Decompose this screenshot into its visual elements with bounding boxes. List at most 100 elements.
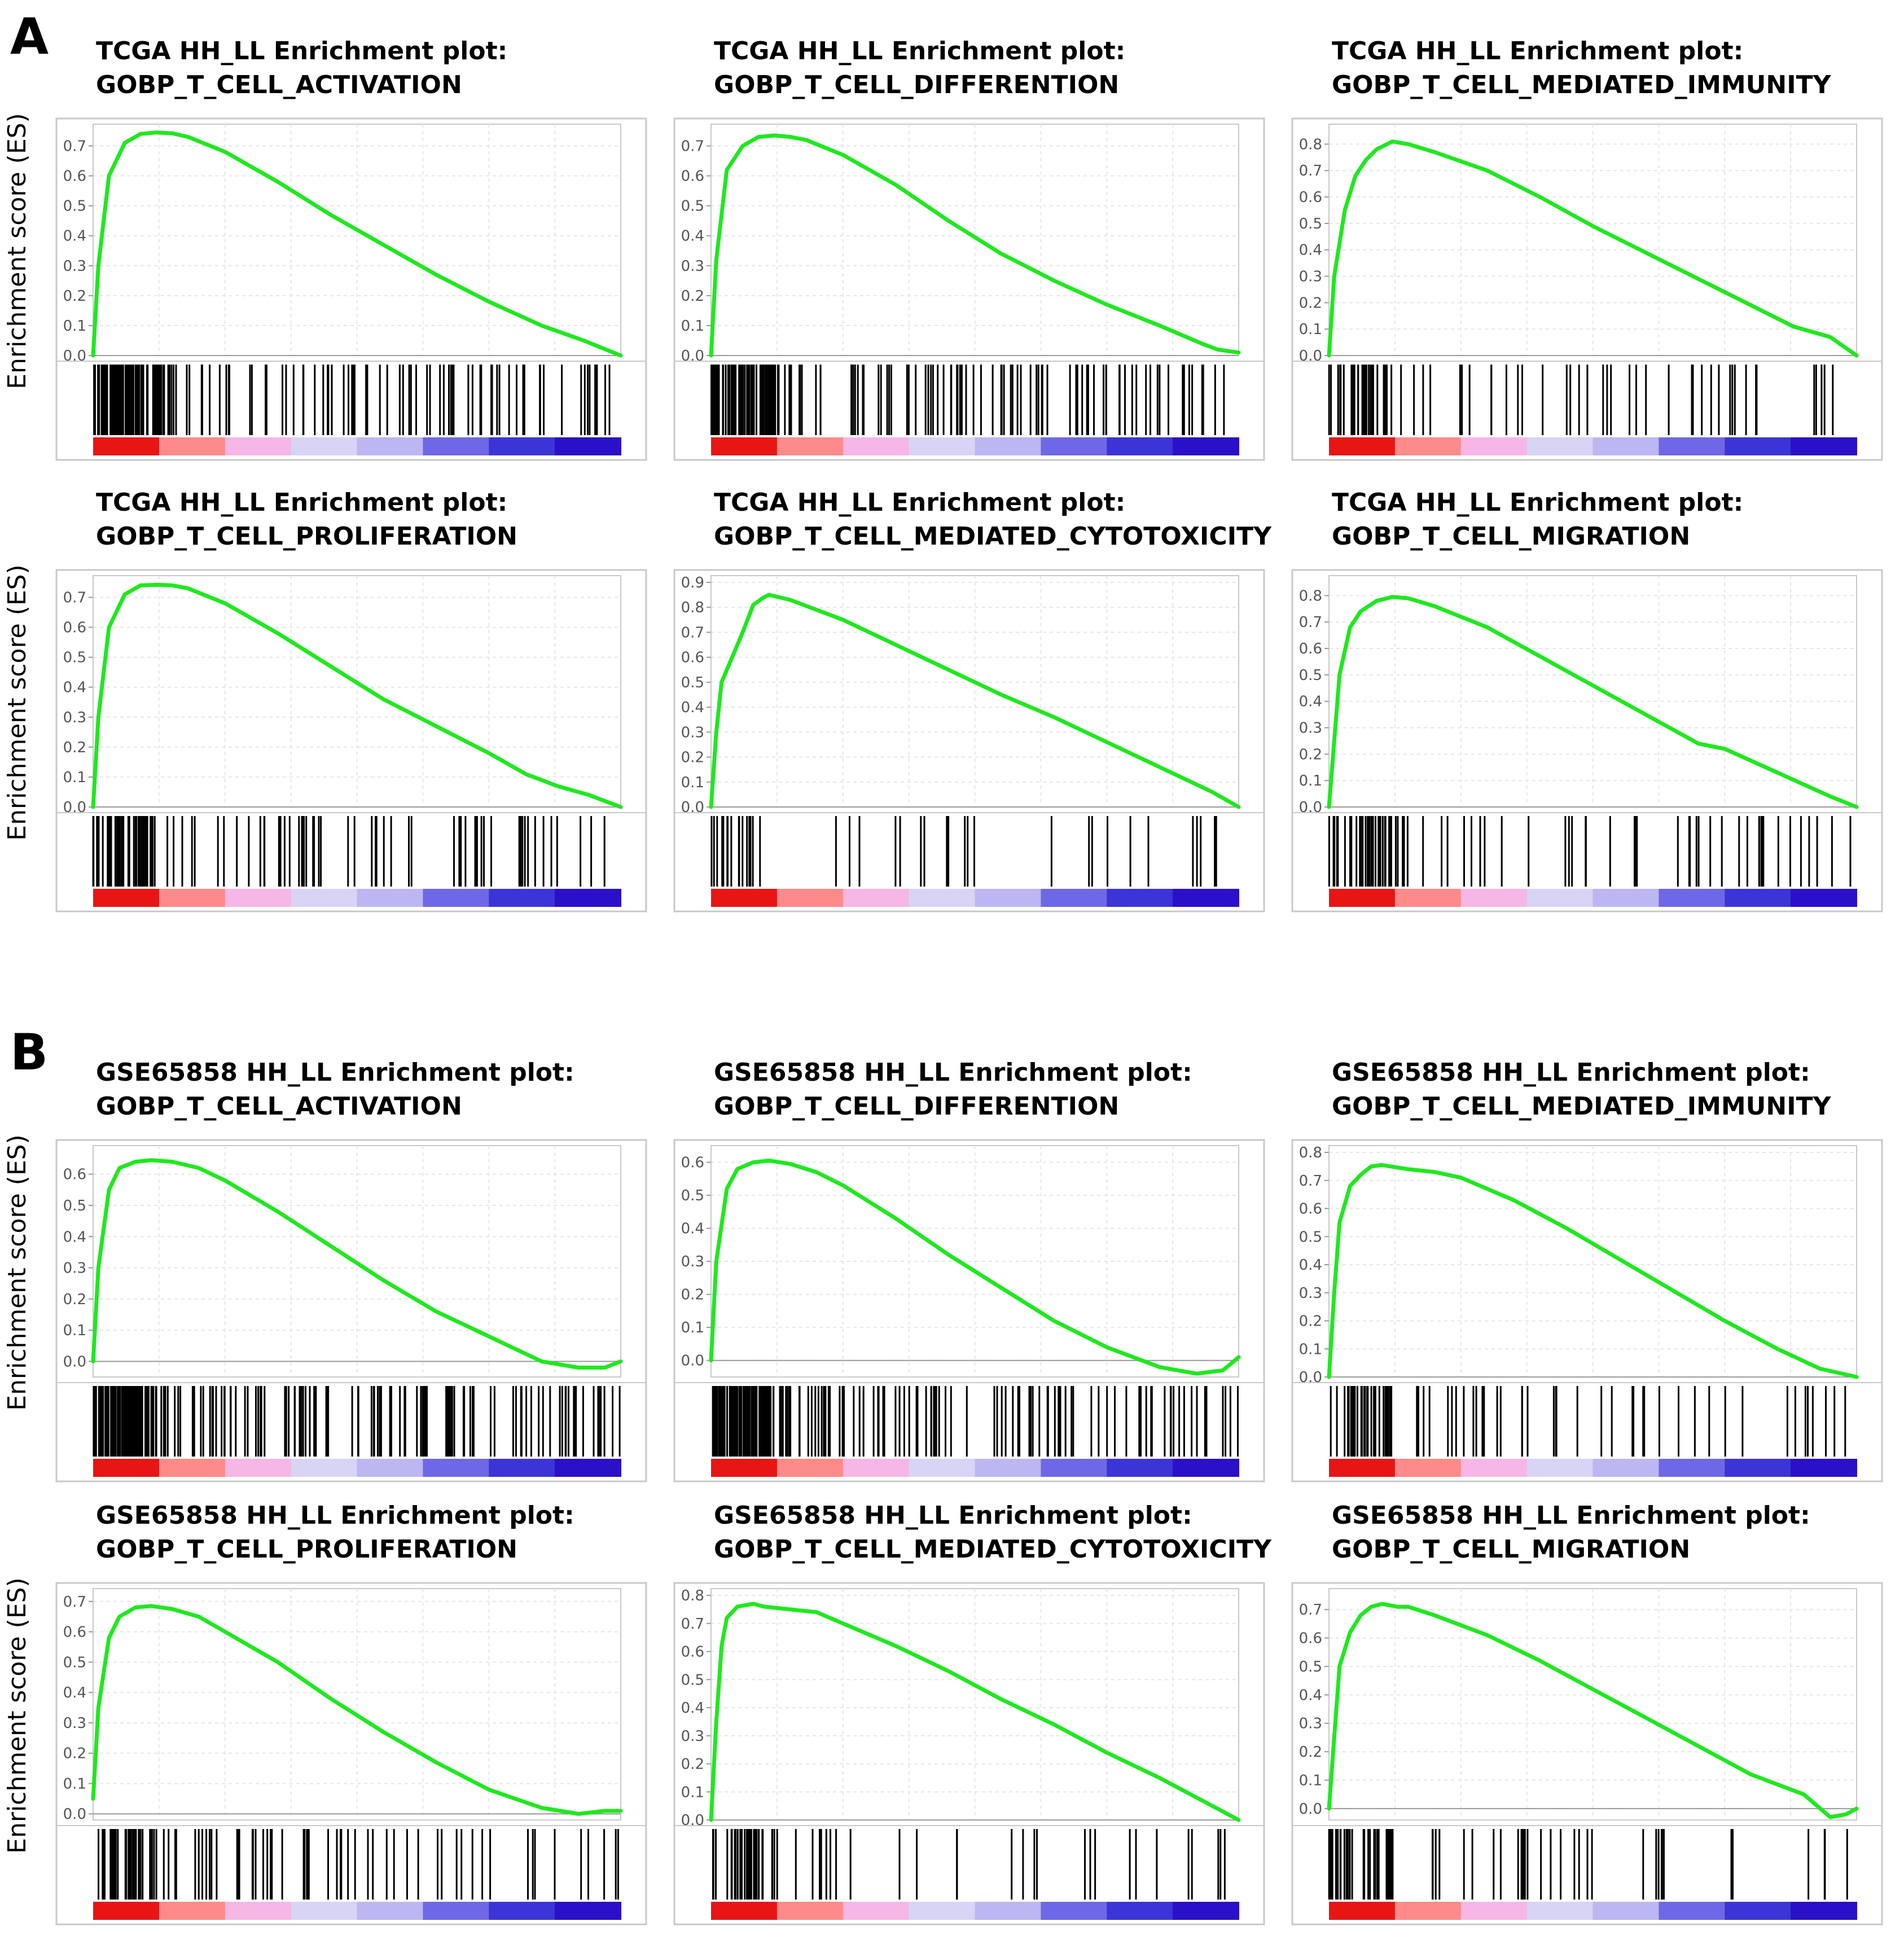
y-tick-label: 0.5 [1299,1229,1322,1245]
ranked-list-gradient-segment [1041,437,1108,455]
ranked-list-gradient-segment [225,1459,292,1477]
y-tick-label: 0.4 [1299,242,1322,259]
ranked-list-gradient-segment [909,1902,976,1920]
ranked-list-gradient-segment [93,437,160,455]
y-tick-label: 0.0 [681,1353,704,1370]
plot-title-line1: GSE65858 HH_LL Enrichment plot: [1332,1501,1810,1530]
plot-title-line1: GSE65858 HH_LL Enrichment plot: [714,1501,1192,1530]
plot-frame [673,569,1265,913]
enrichment-plot: TCGA HH_LL Enrichment plot: GOBP_T_CELL_P… [3,488,647,913]
ranked-list-gradient-segment [1173,1459,1239,1477]
y-tick-label: 0.5 [63,650,86,666]
ranked-list-gradient-segment [975,437,1042,455]
plot-title-line2: GOBP_T_CELL_MEDIATED_CYTOTOXICITY [714,1535,1272,1564]
y-tick-label: 0.7 [681,138,704,155]
y-tick-label: 0.8 [1299,587,1322,604]
y-tick-label: 0.1 [681,1319,704,1336]
ranked-list-gradient-segment [909,1459,976,1477]
ranked-list-gradient-segment [1041,1459,1108,1477]
y-tick-label: 0.1 [681,318,704,335]
ranked-list-gradient-segment [975,1902,1042,1920]
enrichment-plot: TCGA HH_LL Enrichment plot: GOBP_T_CELL_M… [1291,37,1883,461]
ranked-list-gradient-segment [555,1902,621,1920]
ranked-list-gradient-segment [225,437,292,455]
plot-frame [1291,1139,1883,1483]
y-tick-label: 0.0 [1299,1801,1322,1818]
y-tick-label: 0.5 [63,1198,86,1214]
plot-title-line2: GOBP_T_CELL_MEDIATED_IMMUNITY [1332,1092,1832,1121]
y-tick-label: 0.2 [63,288,86,305]
ranked-list-gradient-segment [843,437,910,455]
y-tick-label: 0.1 [1299,1341,1322,1358]
y-tick-label: 0.3 [681,1253,704,1270]
ranked-list-gradient-segment [291,889,358,907]
ranked-list-gradient-segment [776,437,844,455]
ranked-list-gradient-segment [1592,1902,1660,1920]
plot-title-line2: GOBP_T_CELL_PROLIFERATION [96,522,517,551]
ranked-list-gradient-segment [1460,889,1528,907]
ranked-list-gradient-segment [1592,437,1660,455]
y-tick-label: 0.6 [681,1155,704,1172]
y-tick-label: 0.4 [1299,1687,1322,1704]
y-tick-label: 0.7 [1299,1173,1322,1190]
y-tick-label: 0.7 [1299,163,1322,179]
y-tick-label: 0.7 [63,1594,86,1611]
plot-title-line2: GOBP_T_CELL_DIFFERENTION [714,71,1119,99]
y-tick-label: 0.2 [1299,1313,1322,1330]
y-tick-label: 0.2 [1299,295,1322,312]
enrichment-score-curve [1327,595,1859,809]
y-tick-label: 0.0 [63,799,86,816]
ranked-list-gradient-segment [1394,1902,1462,1920]
y-tick-label: 0.3 [63,1260,86,1277]
ranked-list-gradient-segment [1526,889,1594,907]
ranked-list-gradient-segment [909,437,976,455]
y-tick-label: 0.5 [681,674,704,691]
ranked-list-gradient-segment [1592,1459,1660,1477]
plot-title-line1: GSE65858 HH_LL Enrichment plot: [714,1058,1192,1087]
plot-title-line2: GOBP_T_CELL_ACTIVATION [96,71,462,99]
panel-letter-a: A [10,7,49,65]
y-tick-label: 0.0 [63,1806,86,1823]
y-tick-label: 0.4 [681,699,704,716]
ranked-list-gradient-segment [843,1459,910,1477]
plot-title-line1: TCGA HH_LL Enrichment plot: [1332,37,1743,65]
ranked-list-gradient-segment [1526,1902,1594,1920]
y-axis-label: Enrichment score (ES) [3,113,32,389]
y-tick-label: 0.4 [681,1221,704,1238]
y-tick-label: 0.1 [1299,1772,1322,1789]
y-tick-label: 0.1 [63,1322,86,1339]
y-tick-label: 0.2 [63,1745,86,1762]
ranked-list-gradient-segment [291,1459,358,1477]
ranked-list-gradient-segment [93,1459,160,1477]
y-tick-label: 0.8 [1299,1144,1322,1161]
ranked-list-gradient-segment [1526,1459,1594,1477]
y-tick-label: 0.6 [681,650,704,666]
y-tick-label: 0.5 [1299,216,1322,233]
ranked-list-gradient-segment [1659,889,1726,907]
y-tick-label: 0.1 [681,1784,704,1801]
ranked-list-gradient-segment [909,889,976,907]
y-tick-label: 0.8 [1299,136,1322,153]
ranked-list-gradient-segment [1107,1459,1174,1477]
y-tick-label: 0.2 [681,749,704,766]
ranked-list-gradient-segment [1725,437,1792,455]
y-tick-label: 0.7 [63,138,86,155]
plot-title-line1: GSE65858 HH_LL Enrichment plot: [96,1501,574,1530]
ranked-list-gradient-segment [423,1459,490,1477]
ranked-list-gradient-segment [1460,1459,1528,1477]
y-tick-label: 0.4 [1299,1257,1322,1274]
ranked-list-gradient-segment [711,1902,778,1920]
ranked-list-gradient-segment [1460,437,1528,455]
y-tick-label: 0.8 [681,1587,704,1604]
y-tick-label: 0.2 [681,1287,704,1304]
y-tick-label: 0.7 [63,590,86,607]
ranked-list-gradient-segment [1173,437,1239,455]
ranked-list-gradient-segment [159,1459,226,1477]
y-tick-label: 0.5 [63,1654,86,1671]
ranked-list-gradient-segment [1041,1902,1108,1920]
enrichment-score-curve [91,130,623,358]
ranked-list-gradient-segment [1659,1902,1726,1920]
enrichment-score-curve [709,1159,1241,1376]
y-tick-label: 0.4 [681,228,704,245]
